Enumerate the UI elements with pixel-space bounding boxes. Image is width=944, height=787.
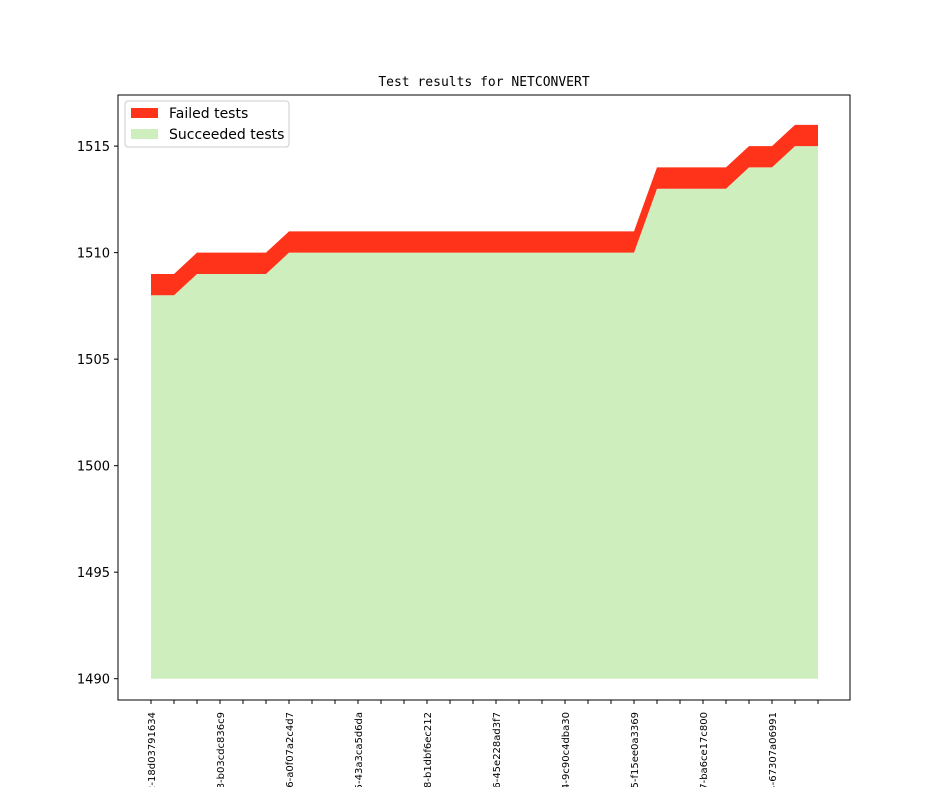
x-tick-label: 6-a0f07a2c4d7 (285, 712, 296, 787)
legend-swatch-succeeded (131, 129, 158, 139)
chart-title: Test results for NETCONVERT (378, 75, 589, 90)
legend: Failed tests Succeeded tests (124, 100, 290, 148)
x-tick-label: 2-18d03791634 (147, 712, 158, 787)
series-succeeded-area (151, 146, 818, 679)
legend-swatch-failed (131, 108, 158, 118)
x-tick-label: 8-b1dbf6ec212 (423, 712, 434, 787)
legend-box (124, 100, 290, 148)
x-tick-label: 7-ba6ce17c800 (699, 712, 710, 787)
x-tick-label: 4-67307a06991 (768, 712, 779, 787)
y-tick-label: 1490 (77, 673, 110, 688)
legend-label-failed: Failed tests (169, 106, 248, 122)
y-tick-label: 1500 (77, 460, 110, 475)
y-tick-label: 1505 (77, 353, 110, 368)
x-tick-label: 4-9c90c4dba30 (561, 712, 572, 787)
legend-label-succeeded: Succeeded tests (169, 127, 284, 143)
y-tick-label: 1495 (77, 566, 110, 581)
y-tick-label: 1515 (77, 140, 110, 155)
plot-frame (117, 94, 851, 701)
x-tick-label: 8-b03cdc836c9 (216, 712, 227, 787)
y-tick-label: 1510 (77, 247, 110, 262)
x-tick-label: 5-f15ee0a3369 (630, 712, 641, 787)
x-tick-label: 6-45e228ad3f7 (492, 712, 503, 787)
x-tick-label: 5-43a3ca5d6da (354, 712, 365, 787)
